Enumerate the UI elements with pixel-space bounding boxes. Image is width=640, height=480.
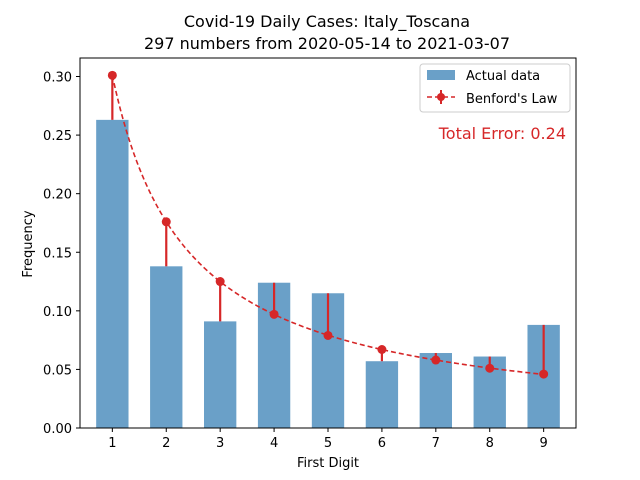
- legend-benford-label: Benford's Law: [466, 92, 558, 107]
- y-tick-label-0.20: 0.20: [43, 188, 72, 203]
- x-tick-label-3: 3: [216, 436, 224, 451]
- y-tick-label-0.25: 0.25: [43, 129, 72, 144]
- benford-point-digit-6: [377, 345, 387, 355]
- x-tick-label-8: 8: [486, 436, 494, 451]
- bar-digit-2: [150, 266, 183, 428]
- y-tick-label-0.15: 0.15: [43, 246, 72, 261]
- x-tick-label-5: 5: [324, 436, 332, 451]
- legend-box: [419, 63, 571, 113]
- benford-point-digit-4: [269, 309, 279, 319]
- y-axis-label: Frequency: [21, 210, 36, 277]
- x-tick-label-2: 2: [162, 436, 170, 451]
- y-axis-ticks: 0.00 0.05 0.10 0.15 0.20 0.25 0.30: [43, 71, 80, 437]
- chart-title: Covid-19 Daily Cases: Italy_Toscana: [184, 12, 470, 32]
- benford-series-group: [107, 70, 549, 379]
- legend: Actual data Benford's Law: [419, 63, 571, 113]
- bar-digit-7: [419, 353, 452, 428]
- bar-digit-6: [365, 361, 399, 428]
- x-axis-ticks: 1 2 3 4 5 6 7 8 9: [108, 428, 548, 451]
- legend-benford-marker: [437, 93, 445, 101]
- benford-point-digit-2: [161, 217, 171, 227]
- benford-point-digit-3: [215, 277, 225, 287]
- legend-actual-swatch: [427, 70, 455, 80]
- x-tick-label-6: 6: [378, 436, 386, 451]
- x-tick-label-7: 7: [432, 436, 440, 451]
- legend-actual-label: Actual data: [466, 69, 540, 84]
- chart-subtitle: 297 numbers from 2020-05-14 to 2021-03-0…: [144, 34, 510, 53]
- benford-point-digit-9: [539, 369, 549, 379]
- y-tick-label-0.10: 0.10: [43, 305, 72, 320]
- bar-digit-3: [204, 321, 237, 428]
- bar-digit-1: [96, 119, 129, 428]
- x-tick-label-4: 4: [270, 436, 278, 451]
- y-tick-label-0.00: 0.00: [43, 422, 72, 437]
- benford-point-digit-1: [107, 70, 117, 80]
- x-axis-label: First Digit: [297, 456, 359, 471]
- x-tick-label-9: 9: [540, 436, 548, 451]
- benford-point-digit-7: [431, 355, 441, 365]
- x-tick-label-1: 1: [108, 436, 116, 451]
- total-error-annotation: Total Error: 0.24: [438, 124, 566, 143]
- benford-point-digit-8: [485, 363, 495, 373]
- benford-point-digit-5: [323, 330, 333, 340]
- y-tick-label-0.05: 0.05: [43, 363, 72, 378]
- benford-curve: [111, 75, 544, 376]
- y-tick-label-0.30: 0.30: [43, 71, 72, 86]
- bars-group: [96, 119, 560, 428]
